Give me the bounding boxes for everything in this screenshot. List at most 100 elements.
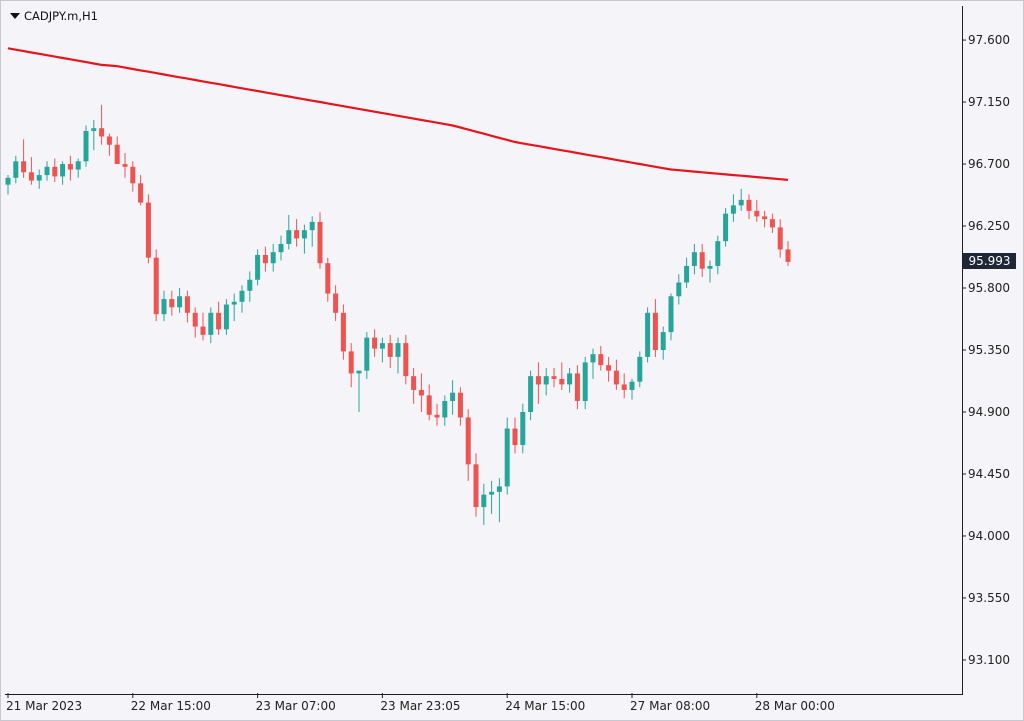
- candle-body: [606, 365, 612, 371]
- candle-body: [169, 299, 175, 308]
- plot-area[interactable]: [5, 6, 963, 695]
- candle-body: [60, 164, 66, 177]
- candle-body: [403, 343, 409, 377]
- candle-body: [645, 312, 651, 357]
- current-price-badge: 95.993: [963, 253, 1016, 270]
- candle-body: [676, 282, 682, 297]
- candle-body: [223, 304, 229, 330]
- candle-body: [5, 177, 11, 185]
- candle-body: [574, 373, 580, 401]
- candle-body: [738, 199, 744, 206]
- candle-body: [387, 343, 393, 357]
- candle-body: [122, 164, 128, 167]
- candle-body: [161, 299, 167, 315]
- candle-body: [36, 175, 42, 181]
- candle-body: [769, 219, 775, 228]
- y-tick-label: 95.800: [968, 281, 1010, 295]
- candle-body: [621, 384, 627, 390]
- y-tick-label: 94.000: [968, 529, 1010, 543]
- candle-body: [777, 227, 783, 250]
- candle-body: [660, 332, 666, 350]
- candle-body: [637, 356, 643, 382]
- candle-body: [333, 293, 339, 313]
- candle-body: [411, 376, 417, 390]
- x-tick-label: 22 Mar 15:00: [131, 699, 211, 713]
- candle-body: [457, 392, 463, 418]
- candle-body: [270, 252, 276, 264]
- candle-body: [442, 400, 448, 418]
- candle-body: [543, 376, 549, 385]
- candle-body: [598, 354, 604, 366]
- candle-body: [75, 161, 81, 170]
- y-tick-label: 97.150: [968, 95, 1010, 109]
- candle-body: [255, 254, 261, 280]
- candle-body: [99, 128, 105, 137]
- x-tick-label: 27 Mar 08:00: [630, 699, 710, 713]
- candle-body: [691, 252, 697, 266]
- moving-average-line: [7, 47, 789, 181]
- dropdown-triangle-icon[interactable]: [10, 13, 20, 19]
- candle-body: [216, 312, 222, 330]
- candle-body: [106, 136, 112, 145]
- x-tick-label: 28 Mar 00:00: [755, 699, 835, 713]
- candle-body: [294, 230, 300, 239]
- candle-body: [395, 343, 401, 357]
- candle-body: [317, 221, 323, 264]
- symbol-label: CADJPY.m,H1: [24, 9, 98, 23]
- candle-body: [231, 301, 237, 305]
- candle-body: [590, 354, 596, 363]
- candle-body: [153, 257, 159, 315]
- candle-body: [28, 172, 34, 181]
- candle-body: [465, 417, 471, 465]
- candle-body: [613, 370, 619, 385]
- candle-body: [309, 221, 315, 231]
- candle-body: [629, 381, 635, 390]
- candle-body: [715, 241, 721, 266]
- candle-body: [262, 254, 268, 264]
- candle-body: [52, 166, 58, 177]
- candle-body: [91, 128, 97, 131]
- y-tick-label: 96.250: [968, 219, 1010, 233]
- candle-body: [512, 428, 518, 446]
- candle-body: [13, 161, 19, 178]
- candle-body: [668, 296, 674, 333]
- candle-body: [21, 161, 27, 173]
- candle-body: [348, 351, 354, 374]
- y-tick-label: 96.700: [968, 157, 1010, 171]
- candle-body: [379, 343, 385, 349]
- y-tick-label: 94.900: [968, 405, 1010, 419]
- candle-body: [340, 312, 346, 352]
- candle-body: [192, 312, 198, 327]
- candle-body: [239, 290, 245, 302]
- candle-body: [356, 370, 362, 374]
- candle-body: [364, 337, 370, 371]
- y-tick-label: 93.100: [968, 653, 1010, 667]
- candle-body: [684, 265, 690, 283]
- candle-body: [426, 395, 432, 415]
- candle-body: [286, 230, 292, 244]
- candle-body: [489, 491, 495, 495]
- candle-body: [559, 378, 565, 385]
- candle-body: [184, 296, 190, 313]
- candle-body: [582, 362, 588, 401]
- candle-body: [114, 144, 120, 165]
- candle-body: [528, 376, 534, 412]
- candle-body: [418, 389, 424, 396]
- y-tick-label: 95.350: [968, 343, 1010, 357]
- candle-body: [520, 411, 526, 446]
- candle-body: [754, 210, 760, 217]
- x-tick-label: 24 Mar 15:00: [505, 699, 585, 713]
- x-tick-label: 21 Mar 2023: [6, 699, 82, 713]
- candle-body: [551, 376, 557, 379]
- x-tick-label: 23 Mar 23:05: [380, 699, 460, 713]
- candle-body: [730, 205, 736, 214]
- candle-body: [145, 202, 151, 258]
- candle-body: [130, 166, 136, 184]
- candle-body: [746, 199, 752, 211]
- y-tick-label: 93.550: [968, 591, 1010, 605]
- candle-body: [707, 265, 713, 269]
- candle-body: [723, 213, 729, 242]
- candle-body: [200, 326, 206, 335]
